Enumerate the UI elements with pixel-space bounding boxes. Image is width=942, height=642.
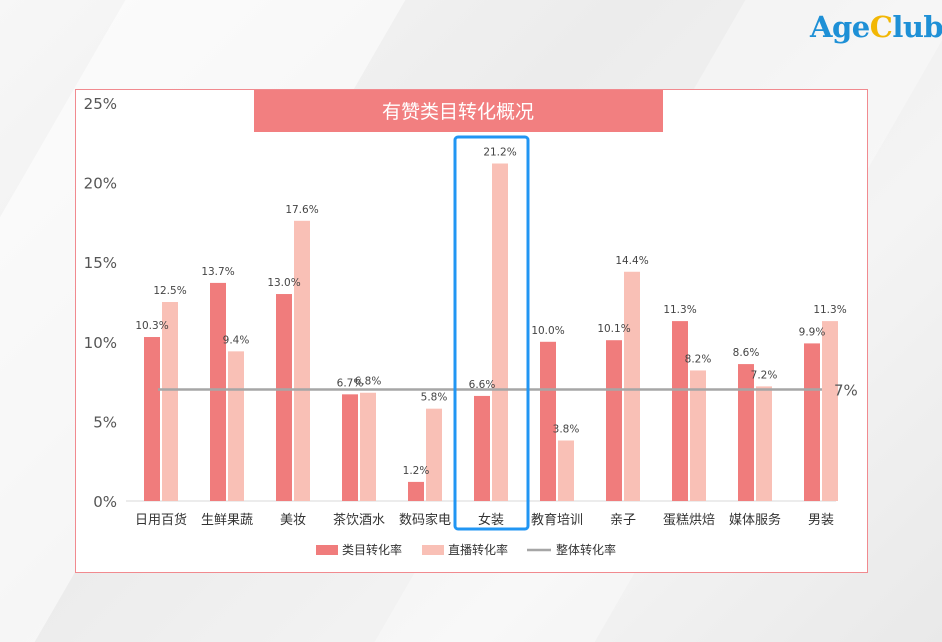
bar-category-rate bbox=[474, 395, 490, 501]
bar-live-rate bbox=[558, 440, 574, 501]
bar-category-rate bbox=[210, 282, 226, 501]
data-label-category-rate: 10.3% bbox=[135, 320, 168, 332]
data-label-live-rate: 6.8% bbox=[355, 376, 382, 388]
bar-live-rate bbox=[822, 321, 838, 501]
x-tick-label: 蛋糕烘焙 bbox=[663, 513, 715, 528]
bar-category-rate bbox=[342, 394, 358, 501]
data-label-live-rate: 21.2% bbox=[483, 146, 516, 158]
legend-swatch-live-rate bbox=[422, 545, 444, 555]
y-tick-label: 15% bbox=[84, 254, 117, 272]
legend-label-category-rate: 类目转化率 bbox=[342, 542, 402, 557]
data-label-category-rate: 6.6% bbox=[469, 379, 496, 391]
reference-line-label: 7% bbox=[834, 382, 858, 400]
y-tick-label: 20% bbox=[84, 175, 117, 193]
data-label-live-rate: 3.8% bbox=[553, 424, 580, 436]
bar-live-rate bbox=[294, 220, 310, 502]
logo-text-age: Age bbox=[810, 10, 870, 44]
chart-title-banner bbox=[254, 90, 663, 132]
data-label-live-rate: 8.2% bbox=[685, 353, 712, 365]
bar-category-rate bbox=[606, 340, 622, 501]
ageclub-logo: AgeClub bbox=[810, 10, 942, 44]
x-tick-label: 日用百货 bbox=[135, 512, 187, 528]
bar-live-rate bbox=[690, 370, 706, 501]
data-label-category-rate: 13.7% bbox=[201, 266, 234, 278]
data-label-live-rate: 12.5% bbox=[153, 285, 186, 297]
chart-title: 有赞类目转化概况 bbox=[382, 101, 534, 123]
y-tick-label: 25% bbox=[84, 95, 117, 113]
data-label-live-rate: 11.3% bbox=[813, 304, 846, 316]
y-tick-label: 10% bbox=[84, 334, 117, 352]
x-tick-label: 教育培训 bbox=[531, 512, 583, 528]
x-tick-label: 茶饮酒水 bbox=[333, 512, 385, 528]
bar-category-rate bbox=[672, 321, 688, 501]
x-tick-label: 女装 bbox=[478, 512, 504, 528]
legend-swatch-category-rate bbox=[316, 545, 338, 555]
bar-live-rate bbox=[426, 408, 442, 501]
x-tick-label: 亲子 bbox=[610, 513, 636, 528]
bar-live-rate bbox=[162, 302, 178, 501]
x-tick-label: 媒体服务 bbox=[729, 512, 781, 528]
bar-category-rate bbox=[804, 343, 820, 501]
data-label-live-rate: 9.4% bbox=[223, 334, 250, 346]
x-tick-label: 生鲜果蔬 bbox=[201, 513, 253, 528]
logo-text-c: C bbox=[869, 10, 893, 44]
bar-live-rate bbox=[624, 271, 640, 501]
bar-category-rate bbox=[408, 481, 424, 501]
bar-live-rate bbox=[492, 163, 508, 501]
data-label-category-rate: 10.1% bbox=[597, 323, 630, 335]
legend-label-live-rate: 直播转化率 bbox=[448, 542, 508, 557]
bar-live-rate bbox=[228, 351, 244, 501]
bar-category-rate bbox=[144, 337, 160, 501]
bar-live-rate bbox=[756, 386, 772, 501]
data-label-category-rate: 8.6% bbox=[733, 347, 760, 359]
bar-category-rate bbox=[738, 364, 754, 501]
y-tick-label: 5% bbox=[93, 413, 117, 431]
legend-label-overall-rate: 整体转化率 bbox=[556, 542, 616, 557]
logo-text-lub: lub bbox=[892, 10, 942, 44]
data-label-live-rate: 7.2% bbox=[751, 369, 778, 381]
bar-category-rate bbox=[276, 294, 292, 501]
x-tick-label: 美妆 bbox=[280, 513, 306, 528]
data-label-live-rate: 14.4% bbox=[615, 255, 648, 267]
data-label-category-rate: 13.0% bbox=[267, 277, 300, 289]
x-tick-label: 数码家电 bbox=[399, 512, 451, 528]
data-label-category-rate: 6.7% bbox=[337, 377, 364, 389]
bar-live-rate bbox=[360, 392, 376, 501]
y-tick-label: 0% bbox=[93, 493, 117, 511]
highlight-box bbox=[453, 135, 530, 531]
x-tick-label: 男装 bbox=[808, 513, 834, 528]
data-label-category-rate: 11.3% bbox=[663, 304, 696, 316]
data-label-category-rate: 10.0% bbox=[531, 325, 564, 337]
data-label-live-rate: 5.8% bbox=[421, 392, 448, 404]
data-label-live-rate: 17.6% bbox=[285, 204, 318, 216]
bar-category-rate bbox=[540, 341, 556, 501]
data-label-category-rate: 9.9% bbox=[799, 326, 826, 338]
data-label-category-rate: 1.2% bbox=[403, 465, 430, 477]
chart-frame bbox=[75, 89, 868, 573]
